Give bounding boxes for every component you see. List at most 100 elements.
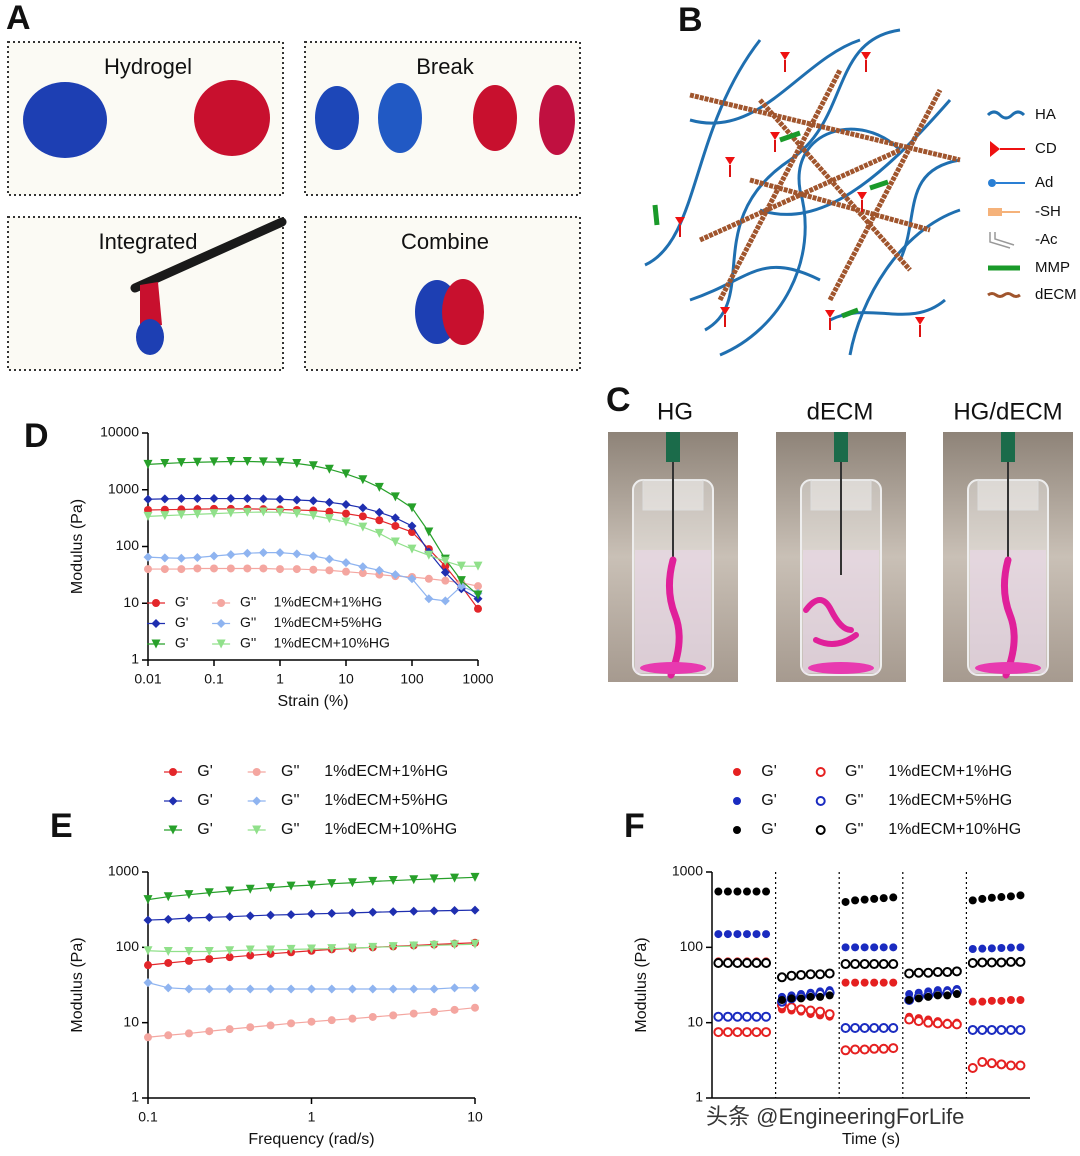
- data-point: [841, 978, 850, 987]
- data-point: [942, 967, 953, 978]
- data-point: [163, 914, 173, 924]
- data-point: [368, 942, 378, 952]
- decm-fiber: [698, 147, 902, 243]
- data-point: [932, 1018, 943, 1029]
- data-point: [714, 887, 723, 896]
- panel-letter: F: [624, 807, 645, 845]
- data-point: [870, 978, 879, 987]
- y-tick-label: 1000: [672, 863, 703, 879]
- data-point: [870, 894, 879, 903]
- data-point: [245, 945, 255, 955]
- cd-flag: [720, 307, 730, 315]
- data-point: [347, 878, 357, 888]
- data-point: [324, 464, 334, 474]
- data-point: [358, 475, 368, 485]
- legend-label: 1%dECM+1%HG: [324, 763, 448, 780]
- data-point: [977, 957, 988, 968]
- ha-chain: [689, 265, 821, 302]
- legend-label: G': [197, 763, 213, 780]
- data-point: [824, 968, 835, 979]
- photo-label: Integrated: [98, 229, 197, 254]
- data-point: [358, 562, 368, 572]
- data-point: [751, 1027, 762, 1038]
- data-point: [450, 873, 460, 883]
- data-point: [192, 457, 202, 467]
- legend-label: G': [175, 635, 189, 651]
- legend-cd: [990, 141, 1000, 157]
- data-point: [143, 459, 153, 469]
- data-point: [164, 1031, 173, 1040]
- data-point: [368, 876, 378, 886]
- data-point: [761, 1011, 772, 1022]
- data-point: [430, 1007, 439, 1016]
- legend-ac: [989, 232, 1015, 249]
- data-point: [192, 552, 202, 562]
- legend-label: CD: [1035, 140, 1057, 157]
- panel-letter: D: [24, 417, 49, 455]
- data-point: [368, 1012, 377, 1021]
- data-point: [258, 457, 268, 467]
- data-point: [390, 570, 400, 580]
- data-point: [184, 984, 194, 994]
- data-point: [722, 1011, 733, 1022]
- data-point: [967, 1024, 978, 1035]
- legend-marker: [169, 768, 177, 776]
- data-point: [1006, 892, 1015, 901]
- data-point: [840, 1045, 851, 1056]
- panel-letter: B: [678, 1, 703, 39]
- data-point: [144, 1033, 152, 1042]
- data-point: [210, 564, 218, 573]
- legend-label: G': [175, 594, 189, 610]
- data-point: [308, 511, 318, 521]
- data-point: [841, 897, 850, 906]
- data-point: [913, 967, 924, 978]
- data-point: [246, 951, 255, 960]
- data-point: [951, 1019, 962, 1030]
- data-point: [905, 995, 914, 1004]
- data-point: [325, 507, 334, 516]
- cd-flag: [675, 217, 685, 225]
- data-point: [143, 895, 153, 905]
- data-point: [860, 943, 869, 952]
- data-point: [762, 887, 771, 896]
- data-point: [324, 497, 334, 507]
- data-point: [368, 984, 378, 994]
- data-point: [424, 550, 434, 560]
- x-axis-label: Time (s): [842, 1131, 900, 1148]
- data-point: [889, 978, 898, 987]
- data-point: [144, 565, 152, 574]
- data-point: [879, 894, 888, 903]
- data-point: [474, 604, 482, 613]
- photo-label: Break: [416, 54, 474, 79]
- data-point: [205, 1027, 214, 1036]
- legend-marker: [815, 825, 826, 835]
- legend-label: G'': [281, 763, 300, 780]
- data-point: [407, 544, 417, 554]
- data-point: [869, 1043, 880, 1054]
- needle-hub: [666, 432, 680, 462]
- data-point: [266, 910, 276, 920]
- data-point: [888, 959, 899, 970]
- data-point: [860, 895, 869, 904]
- x-tick-label: 0.1: [138, 1109, 158, 1125]
- legend-label: G': [175, 614, 189, 630]
- data-point: [409, 941, 419, 951]
- data-point: [978, 894, 987, 903]
- hydrogel-piece: [194, 80, 270, 156]
- data-point: [307, 909, 316, 919]
- ha-chain: [644, 39, 762, 267]
- data-point: [143, 511, 153, 521]
- data-point: [440, 567, 450, 577]
- data-point: [429, 874, 439, 884]
- data-point: [226, 456, 236, 466]
- data-point: [1015, 956, 1026, 967]
- data-point: [952, 990, 961, 999]
- data-point: [816, 992, 825, 1001]
- photo-label: Combine: [401, 229, 489, 254]
- data-point: [292, 509, 302, 519]
- y-tick-label: 10: [123, 1013, 139, 1029]
- decm-fiber: [827, 88, 943, 302]
- data-point: [286, 881, 296, 891]
- legend-label: 1%dECM+10%HG: [274, 635, 390, 651]
- data-point: [997, 996, 1006, 1005]
